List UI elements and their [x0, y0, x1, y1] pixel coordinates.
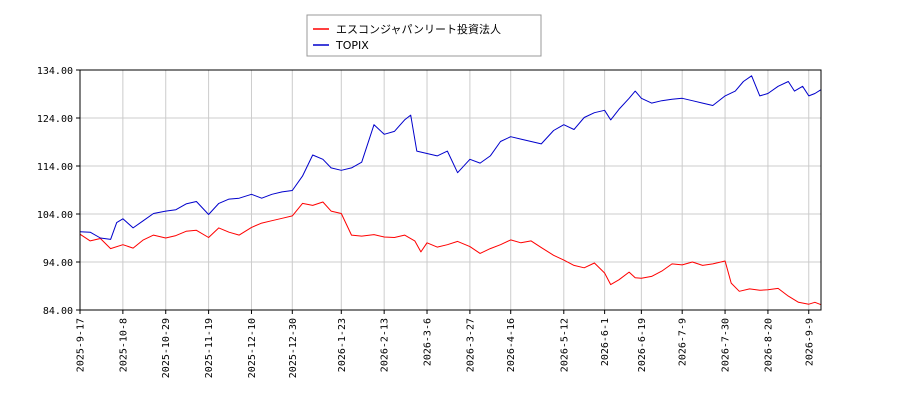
x-tick-label: 2026-3-6 — [423, 318, 434, 366]
x-tick-label: 2026-4-16 — [506, 318, 517, 372]
x-tick-label: 2025-12-30 — [288, 318, 299, 378]
y-tick-label: 84.00 — [43, 306, 73, 317]
y-axis: 84.00 94.00 104.00 114.00 124.00 134.00 — [37, 66, 80, 317]
x-tick-label: 2025-10-29 — [161, 318, 172, 378]
x-tick-label: 2026-3-27 — [465, 318, 476, 372]
y-tick-label: 114.00 — [37, 162, 73, 173]
x-tick-label: 2026-2-13 — [380, 318, 391, 372]
x-axis: 2025-9-17 2025-10-8 2025-10-29 2025-11-19 20… — [76, 310, 815, 378]
y-tick-label: 104.00 — [37, 210, 73, 221]
x-tick-label: 2026-6-19 — [637, 318, 648, 372]
x-tick-label: 2025-11-19 — [204, 318, 215, 378]
x-tick-label: 2025-12-10 — [247, 318, 258, 378]
x-tick-label: 2026-6-1 — [600, 318, 611, 366]
y-tick-label: 94.00 — [43, 258, 73, 269]
legend-box — [306, 14, 542, 57]
x-tick-label: 2026-1-23 — [337, 318, 348, 372]
chart-grid — [79, 69, 821, 311]
x-tick-label: 2026-8-20 — [763, 318, 774, 372]
legend-label-topix: TOPIX — [335, 39, 369, 52]
y-tick-label: 134.00 — [37, 66, 73, 77]
x-tick-label: 2026-7-30 — [721, 318, 732, 372]
series-line-topix — [79, 75, 822, 240]
x-tick-label: 2026-7-9 — [678, 318, 689, 366]
x-tick-label: 2026-9-9 — [804, 318, 815, 366]
legend-label-reit: エスコンジャパンリート投資法人 — [336, 22, 501, 36]
chart-lines — [79, 75, 822, 306]
series-line-reit — [79, 201, 822, 306]
x-tick-label: 2026-5-12 — [559, 318, 570, 372]
y-tick-label: 124.00 — [37, 114, 73, 125]
legend: エスコンジャパンリート投資法人 TOPIX — [306, 14, 542, 57]
x-tick-label: 2025-10-8 — [118, 318, 129, 372]
x-tick-label: 2025-9-17 — [76, 318, 87, 372]
plot-frame — [79, 69, 822, 311]
